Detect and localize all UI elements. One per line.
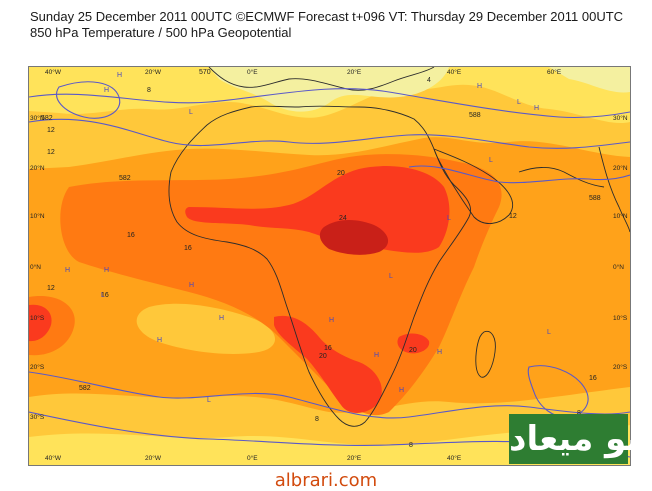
contour-label: 16 [324, 345, 332, 352]
temperature-map: 40°W 20°W 0°E 20°E 40°E 60°E 40°W 20°W 0°E 20°E 4… [28, 66, 631, 466]
coastline-layer [168, 67, 630, 427]
axis-tick-bottom: 40°E [447, 455, 462, 462]
high-pressure-marker: H [65, 267, 71, 274]
contour-label: 20 [319, 353, 327, 360]
contour-label: 8 [577, 410, 581, 417]
low-pressure-marker: L [207, 397, 211, 404]
high-pressure-marker: H [534, 105, 540, 112]
high-pressure-marker: H [157, 337, 163, 344]
axis-tick-right: 10°S [613, 315, 628, 322]
coastline-europe [208, 67, 435, 91]
heat-core-peak [319, 220, 389, 255]
mild-zone-central [136, 303, 276, 354]
high-pressure-marker: H [104, 87, 110, 94]
coastline-arabia [433, 148, 514, 224]
axis-tick-bottom: 0°E [247, 455, 258, 462]
contour-label: 588 [469, 112, 481, 119]
low-pressure-marker: L [101, 292, 105, 299]
forecast-title: Sunday 25 December 2011 00UTC ©ECMWF For… [30, 9, 624, 24]
contour-label: 16 [127, 232, 135, 239]
high-pressure-marker: H [189, 282, 195, 289]
high-pressure-marker: H [104, 267, 110, 274]
map-canvas [29, 67, 630, 465]
contour-label: 20 [409, 347, 417, 354]
axis-tick-left: 30°N [30, 115, 45, 122]
contour-label: 16 [184, 245, 192, 252]
contour-label: 16 [101, 292, 109, 299]
axis-tick-left: 30°S [30, 414, 45, 421]
contour-label: 582 [79, 385, 91, 392]
contour-label: 12 [47, 285, 55, 292]
contour-582-south [29, 371, 630, 419]
contour-label: 12 [47, 149, 55, 156]
contour-570 [29, 88, 630, 119]
axis-tick-left: 10°S [30, 315, 45, 322]
axis-tick-top: 20°E [347, 69, 362, 76]
axis-tick-left: 10°N [30, 213, 45, 220]
axis-tick-bottom: 20°W [145, 455, 161, 462]
contour-label: 24 [339, 215, 347, 222]
axis-tick-bottom: 20°E [347, 455, 362, 462]
contour-588 [56, 81, 121, 119]
high-pressure-marker: H [117, 72, 123, 79]
contour-582 [29, 118, 630, 149]
high-pressure-marker: H [219, 315, 225, 322]
contour-label: 20 [337, 170, 345, 177]
low-pressure-marker: L [489, 157, 493, 164]
axis-tick-left: 20°N [30, 165, 45, 172]
coastline-india [598, 146, 630, 233]
contour-label: 582 [119, 175, 131, 182]
watermark-logo: أبو ميعاد [509, 414, 651, 464]
axis-tick-right: 20°S [613, 364, 628, 371]
contour-label: 16 [589, 375, 597, 382]
axis-tick-right: 10°N [613, 213, 628, 220]
high-pressure-marker: H [477, 83, 483, 90]
contour-label: 8 [409, 442, 413, 449]
site-watermark: albrari.com [274, 470, 378, 491]
contour-label: 8 [147, 87, 151, 94]
axis-tick-bottom: 40°W [45, 455, 61, 462]
axis-tick-left: 20°S [30, 364, 45, 371]
axis-tick-top: 20°W [145, 69, 161, 76]
coastline-africa [168, 105, 472, 427]
contour-label: 588 [589, 195, 601, 202]
low-pressure-marker: L [547, 329, 551, 336]
contour-label: 8 [315, 416, 319, 423]
axis-tick-top: 0°E [247, 69, 258, 76]
contour-label: 12 [47, 127, 55, 134]
axis-tick-top: 40°E [447, 69, 462, 76]
low-pressure-marker: L [389, 273, 393, 280]
coastline-persian-gulf [518, 167, 605, 188]
heat-core-central-africa [185, 166, 450, 253]
axis-tick-top: 40°W [45, 69, 61, 76]
low-pressure-marker: L [189, 109, 193, 116]
contour-label: 4 [427, 77, 431, 84]
high-pressure-marker: H [329, 317, 335, 324]
high-pressure-marker: H [374, 352, 380, 359]
forecast-subtitle: 850 hPa Temperature / 500 hPa Geopotenti… [30, 25, 292, 40]
axis-tick-left: 0°N [30, 264, 41, 271]
axis-tick-top: 60°E [547, 69, 562, 76]
coastline-madagascar [475, 330, 496, 378]
axis-tick-right: 20°N [613, 165, 628, 172]
heat-core-west [29, 304, 52, 342]
heat-core-southern-africa [274, 315, 382, 413]
geopotential-contours [29, 81, 630, 458]
axis-tick-right: 30°N [613, 115, 628, 122]
low-pressure-marker: L [517, 99, 521, 106]
cold-zone-northeast [549, 67, 630, 93]
axis-tick-right: 0°N [613, 264, 624, 271]
low-pressure-marker: L [447, 215, 451, 222]
high-pressure-marker: H [437, 349, 443, 356]
contour-label: 12 [509, 213, 517, 220]
contour-label: 582 [41, 115, 53, 122]
contour-588-east [408, 165, 630, 184]
heat-core-madagascar-strait [397, 333, 430, 354]
high-pressure-marker: H [399, 387, 405, 394]
contour-label: 570 [199, 69, 211, 76]
